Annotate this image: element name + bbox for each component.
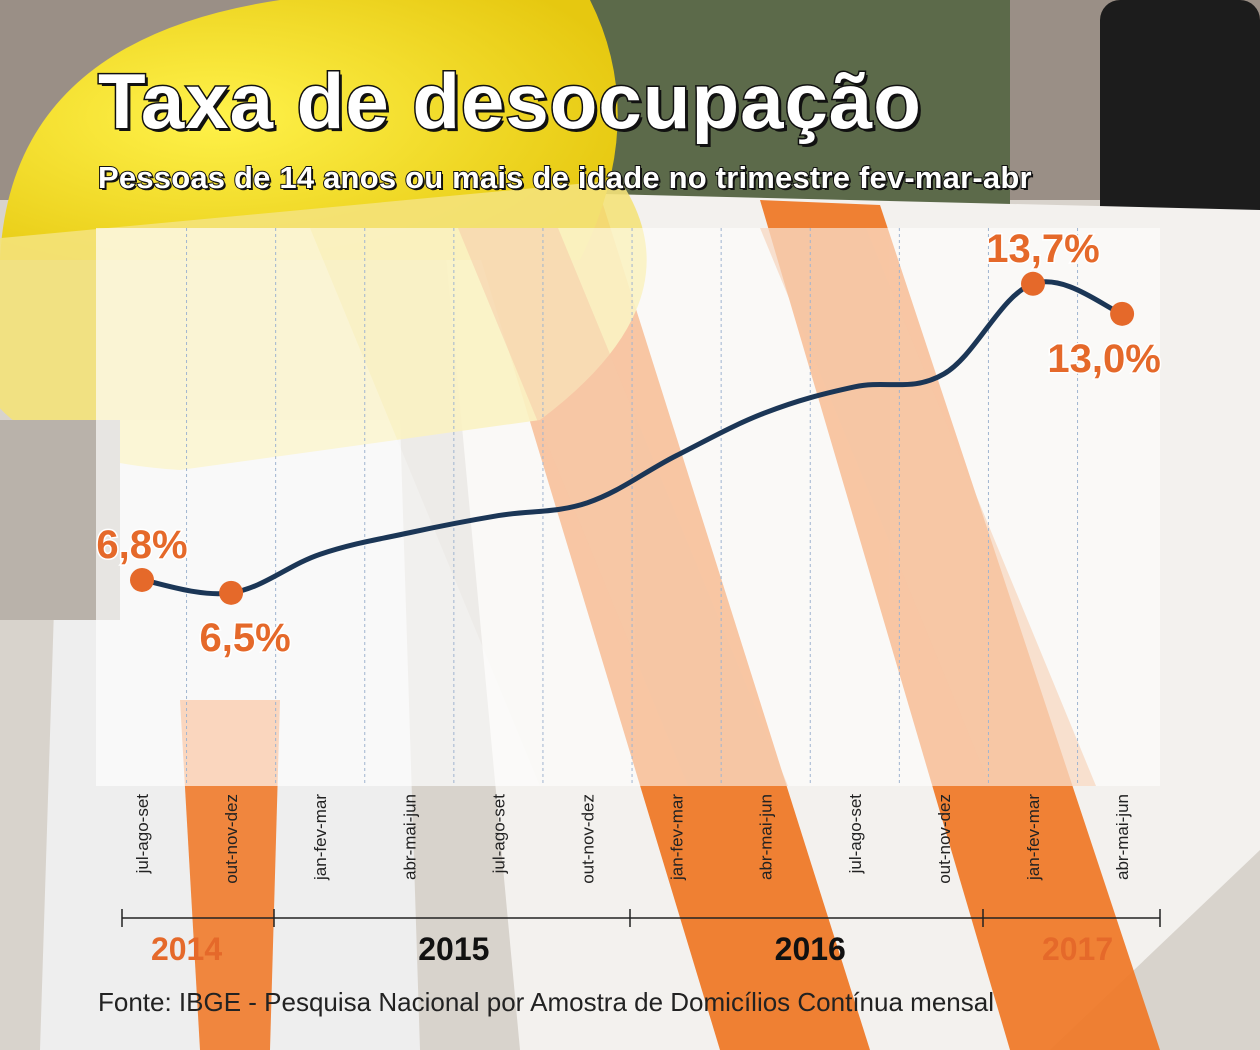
data-point-marker: [1110, 301, 1135, 326]
x-axis-tick-labels: jul-ago-set out-nov-dez jan-fev-mar abr-mai…: [133, 794, 1132, 884]
chart-title: Taxa de desocupação: [97, 56, 923, 147]
series-line: [139, 279, 1125, 597]
year-label: 2015: [418, 931, 489, 967]
x-tick-label: abr-mai-jun: [757, 794, 776, 880]
data-markers: [130, 271, 1135, 605]
year-axis: 2014 2015 2016 2017: [121, 909, 1161, 967]
series-line-group: [139, 279, 1125, 597]
data-point-marker: [130, 567, 154, 592]
year-label: 2014: [151, 931, 222, 967]
x-tick-label: abr-mai-jun: [1113, 794, 1132, 880]
data-label: 13,7%: [986, 227, 1099, 271]
year-label: 2017: [1042, 931, 1113, 967]
x-tick-label: out-nov-dez: [579, 794, 598, 884]
x-tick-label: jul-ago-set: [846, 794, 865, 875]
x-tick-label: out-nov-dez: [222, 794, 241, 884]
data-labels: 6,8% 6,5% 13,7% 13,0%: [95, 225, 1162, 661]
x-tick-label: jan-fev-mar: [668, 794, 687, 881]
diagonal-stripes: [458, 228, 1096, 786]
chart-subtitle: Pessoas de 14 anos ou mais de idade no t…: [97, 159, 1033, 196]
x-tick-label: jul-ago-set: [489, 794, 508, 875]
x-tick-label: jan-fev-mar: [311, 794, 330, 881]
x-tick-label: jan-fev-mar: [1024, 794, 1043, 881]
x-tick-label: abr-mai-jun: [400, 794, 419, 880]
x-tick-label: jul-ago-set: [133, 794, 152, 875]
year-label: 2016: [775, 931, 846, 967]
x-tick-label: out-nov-dez: [935, 794, 954, 884]
data-label: 6,5%: [200, 616, 291, 660]
source-note: Fonte: IBGE - Pesquisa Nacional por Amos…: [98, 987, 994, 1017]
data-label: 13,0%: [1047, 337, 1160, 381]
vertical-gridlines: [186, 228, 1079, 786]
data-label: 6,8%: [96, 523, 187, 567]
data-point-marker: [219, 580, 244, 605]
data-point-marker: [1021, 271, 1045, 296]
